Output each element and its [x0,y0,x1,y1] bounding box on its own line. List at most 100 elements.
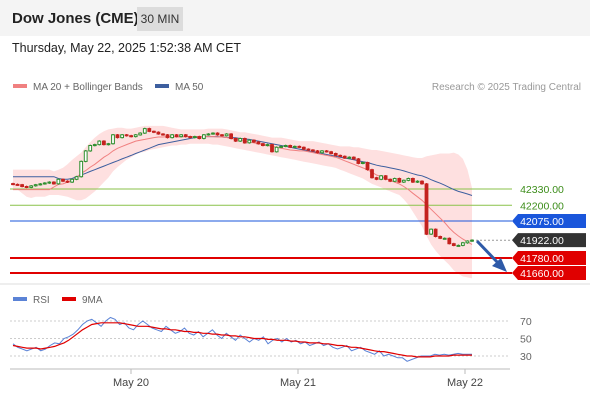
candle-down [174,134,179,138]
candle-up [320,150,324,154]
arrow-head-icon [492,258,507,272]
rsi-tick-label: 30 [520,351,532,363]
candle-up [42,182,47,185]
candle-down [438,236,443,239]
candle-up [283,145,288,147]
candle-down [229,133,233,139]
candle-up [202,134,206,139]
candle-up [442,237,447,240]
candle-up [361,162,365,164]
instrument-title: Dow Jones (CME) [12,10,139,27]
candle-down [270,144,274,153]
price-tag-label: 41780.00 [520,253,564,265]
candle-up [138,132,143,136]
candle-down [161,133,165,136]
candle-up [133,134,138,138]
candle-down [333,153,338,156]
ma50-line [13,136,473,196]
candle-up [92,144,97,147]
candle-down [424,183,429,235]
candles [11,127,474,247]
price-tag-label: 41922.00 [520,235,564,247]
candle-up [206,133,211,136]
candle-down [183,134,188,138]
candle-down [420,180,424,185]
candle-up [192,136,197,139]
candle-up [38,183,43,186]
candle-down [147,128,152,132]
candle-down [256,141,261,145]
bollinger-band-fill [13,125,472,279]
candle-up [120,134,124,139]
candle-up [56,178,61,185]
rsi-ma-legend-label: 9MA [82,295,103,306]
candle-up [456,244,461,247]
candle-down [447,237,452,245]
candle-down [61,178,65,182]
candle-up [33,184,38,187]
candle-up [47,181,52,184]
candle-down [288,145,293,148]
timeframe-button[interactable]: 30 MIN [137,7,183,31]
candle-down [156,131,161,135]
candle-up [70,178,74,183]
rsi-series-1 [12,322,472,358]
candle-up [429,228,434,235]
candle-up [211,132,215,135]
candle-up [29,185,34,188]
candle-down [433,228,438,237]
candle-up [79,160,84,178]
rsi-legend-swatch [13,297,27,301]
candle-down [220,134,224,137]
header-bar: Dow Jones (CME) 30 MIN [0,0,590,36]
candle-up [274,146,279,153]
candle-down [52,181,56,185]
candle-up [279,145,284,148]
candle-up [406,178,411,181]
candle-down [102,140,106,146]
candle-up [392,178,397,182]
candle-down [365,162,370,171]
candle-up [347,156,352,159]
rsi-ma-legend-swatch [62,297,76,301]
ma50-legend-swatch [155,84,169,88]
candle-down [383,175,388,180]
ma20-legend-swatch [13,84,27,88]
bollinger-bands [13,125,472,279]
candle-down [15,183,20,186]
candle-down [311,149,315,152]
candle-down [188,136,193,139]
candle-down [338,154,343,157]
rsi-legend-label: RSI [33,295,50,306]
candle-down [197,136,202,140]
price-tag-label: 42075.00 [520,216,564,228]
candle-down [242,138,247,144]
candle-up [401,179,406,183]
arrow-shaft [475,239,502,267]
price-tag-label: 42330.00 [520,184,564,196]
candle-down [20,184,25,187]
candle-up [461,242,465,246]
main-legend: MA 20 + Bollinger Bands MA 50 Research ©… [13,82,581,93]
x-tick-label: May 20 [113,377,149,389]
price-tag-support [512,266,586,280]
candle-down [124,134,129,137]
candle-down [301,146,306,150]
x-tick-label: May 22 [447,377,483,389]
price-tag-support [512,250,586,265]
candle-down [233,138,238,142]
candle-up [224,133,229,137]
candle-down [261,143,265,146]
candle-up [179,134,183,138]
candle-down [374,177,379,180]
candle-down [411,178,415,183]
candle-down [252,139,256,143]
candle-down [65,180,70,183]
copyright-text: Research © 2025 Trading Central [432,82,581,93]
candle-down [115,134,120,139]
candle-down [370,169,374,179]
candle-down [297,145,302,148]
candle-down [152,130,156,133]
price-tag-price [512,233,586,248]
